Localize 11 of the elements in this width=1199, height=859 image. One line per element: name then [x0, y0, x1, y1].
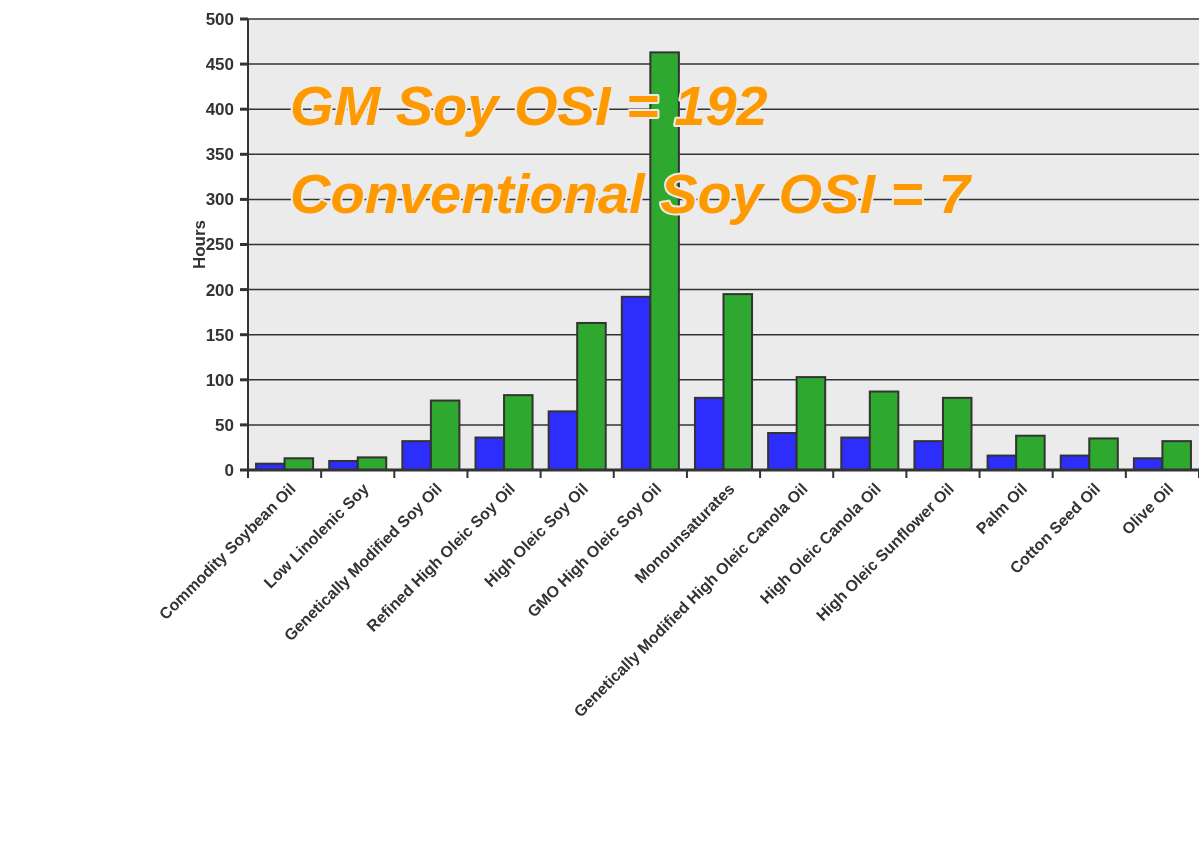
y-tick-label: 0: [224, 460, 234, 480]
y-tick-label: 450: [205, 55, 234, 75]
y-tick-label: 300: [205, 190, 234, 210]
y-tick-label: 200: [205, 280, 234, 300]
y-tick-label: 250: [205, 235, 234, 255]
y-tick-label: 150: [205, 325, 234, 345]
y-tick-label: 500: [205, 9, 234, 29]
y-tick-label: 400: [205, 100, 234, 120]
y-tick-label: 100: [205, 370, 234, 390]
y-tick-label: 350: [205, 145, 234, 165]
y-tick-label: 50: [215, 415, 234, 435]
